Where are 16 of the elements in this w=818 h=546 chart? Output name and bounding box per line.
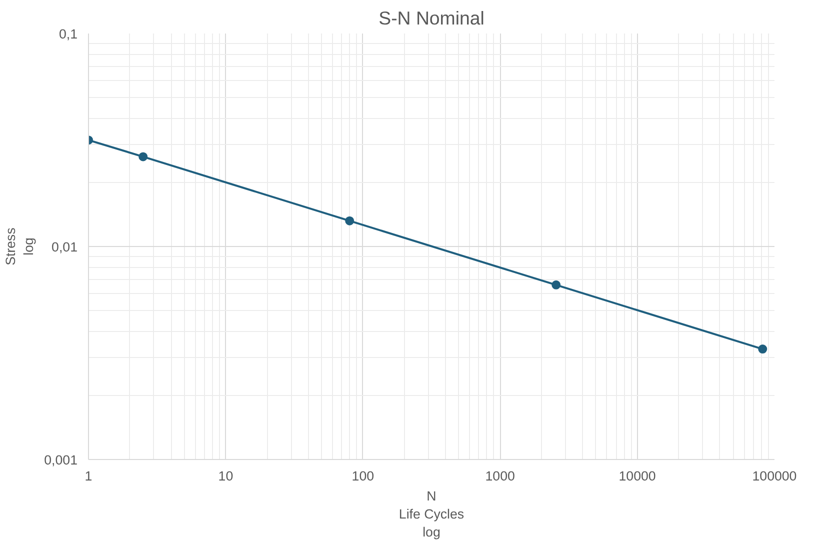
x-tick-label: 10000 [618,468,656,484]
x-tick-label: 100000 [752,468,797,484]
y-axis-title: Stress log [3,227,36,266]
x-tick-label: 1 [84,468,92,484]
point [552,280,561,290]
y-tick-label: 0,01 [52,240,78,254]
point [345,216,354,226]
chart-title: S-N Nominal [378,8,484,28]
point [758,344,768,354]
x-axis-title: N Life Cycles log [398,488,464,540]
x-tick-label: 100 [352,468,374,484]
y-tick-label: 0,001 [44,452,78,468]
x-tick-label: 10 [218,468,234,484]
point [138,152,148,162]
y-tick-label: 0,1 [58,26,78,42]
x-tick-label: 1000 [485,468,515,484]
